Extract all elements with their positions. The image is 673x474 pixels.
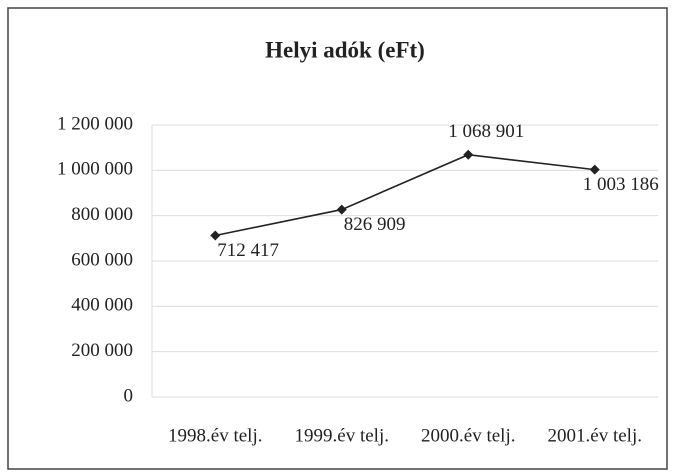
marker [210, 230, 221, 241]
x-tick-label: 2001.év telj. [548, 425, 642, 446]
data-label: 1 003 186 [583, 174, 659, 195]
x-tick-label: 1999.év telj. [295, 425, 389, 446]
y-tick-label: 600 000 [71, 249, 133, 270]
x-tick-label: 2000.év telj. [421, 425, 515, 446]
marker [463, 149, 474, 160]
data-label: 826 909 [344, 214, 406, 235]
line [215, 153, 595, 237]
marker [336, 204, 347, 215]
y-tick-label: 800 000 [71, 204, 133, 225]
y-tick-label: 1 000 000 [57, 159, 133, 180]
y-tick-label: 200 000 [71, 340, 133, 361]
chart-title: Helyi adók (eFt) [265, 37, 425, 62]
y-tick-label: 400 000 [71, 295, 133, 316]
y-tick-label: 0 [124, 385, 134, 406]
chart-border [7, 7, 668, 470]
x-tick-label: 1998.év telj. [168, 425, 262, 446]
marker [589, 164, 600, 175]
data-label: 712 417 [217, 240, 279, 261]
y-tick-label: 1 200 000 [57, 113, 133, 134]
data-label: 1 068 901 [448, 121, 524, 142]
